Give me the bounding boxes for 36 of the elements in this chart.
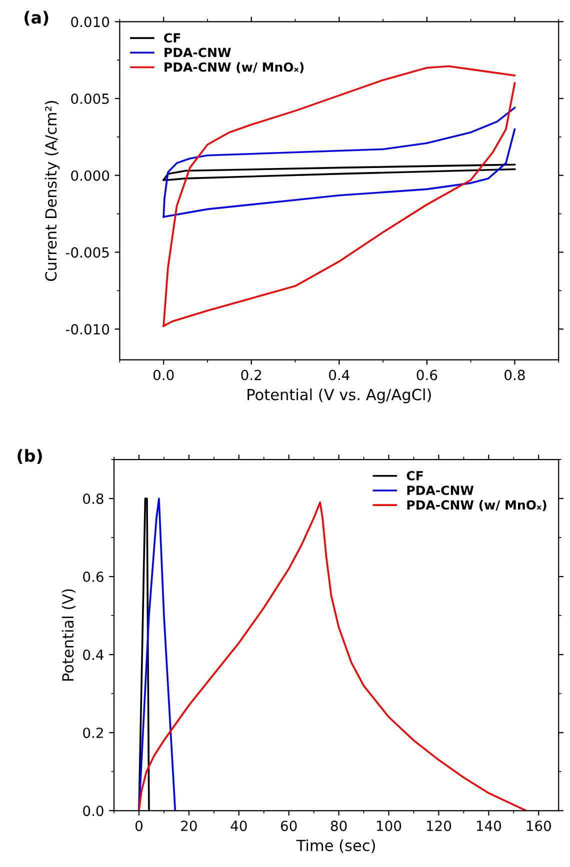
y-tick-label: 0.005 — [71, 93, 109, 104]
y-tick-label: 0.0 — [83, 806, 104, 816]
legend-label: PDA-CNW — [407, 486, 474, 496]
y-tick-label: -0.005 — [66, 247, 109, 258]
x-axis-title: Potential (V vs. Ag/AgCl) — [248, 388, 431, 404]
y-tick-label: 0.000 — [71, 170, 110, 181]
legend-label: PDA-CNW (w/ MnOₓ) — [407, 500, 546, 512]
x-tick-label: 0.8 — [504, 370, 525, 380]
legend-label: PDA-CNW (w/ MnOₓ) — [164, 62, 304, 74]
legend-label: CF — [406, 470, 423, 480]
y-tick-label: -0.010 — [66, 324, 110, 335]
x-tick-label: 0.2 — [241, 370, 262, 380]
x-tick-label: 140 — [476, 820, 501, 832]
y-tick-label: 0.8 — [83, 493, 104, 504]
y-tick-label: 0.010 — [71, 16, 110, 28]
x-tick-label: 80 — [330, 820, 347, 832]
y-tick-label: 0.2 — [83, 728, 103, 738]
x-tick-label: 120 — [426, 820, 452, 832]
chart-title: (b) — [18, 449, 42, 464]
y-axis-title: Potential (V) — [62, 589, 76, 681]
x-tick-label: 60 — [280, 820, 297, 832]
x-tick-label: 0.0 — [153, 370, 174, 380]
y-axis-title: Current Density (A/cm²) — [44, 101, 60, 281]
y-tick-label: 0.6 — [83, 572, 104, 582]
x-tick-label: 0.6 — [416, 370, 438, 380]
x-tick-label: 0.4 — [329, 370, 350, 380]
y-tick-label: 0.4 — [83, 650, 104, 660]
legend-label: CF — [164, 33, 180, 43]
x-tick-label: 40 — [230, 820, 247, 832]
chart-title: (a) — [24, 10, 48, 26]
x-tick-label: 20 — [181, 820, 197, 832]
x-tick-label: 160 — [526, 820, 551, 832]
legend-label: PDA-CNW — [164, 48, 231, 58]
x-axis-title: Time (sec) — [296, 839, 375, 853]
x-tick-label: 0 — [135, 820, 142, 832]
x-tick-label: 100 — [377, 820, 402, 832]
